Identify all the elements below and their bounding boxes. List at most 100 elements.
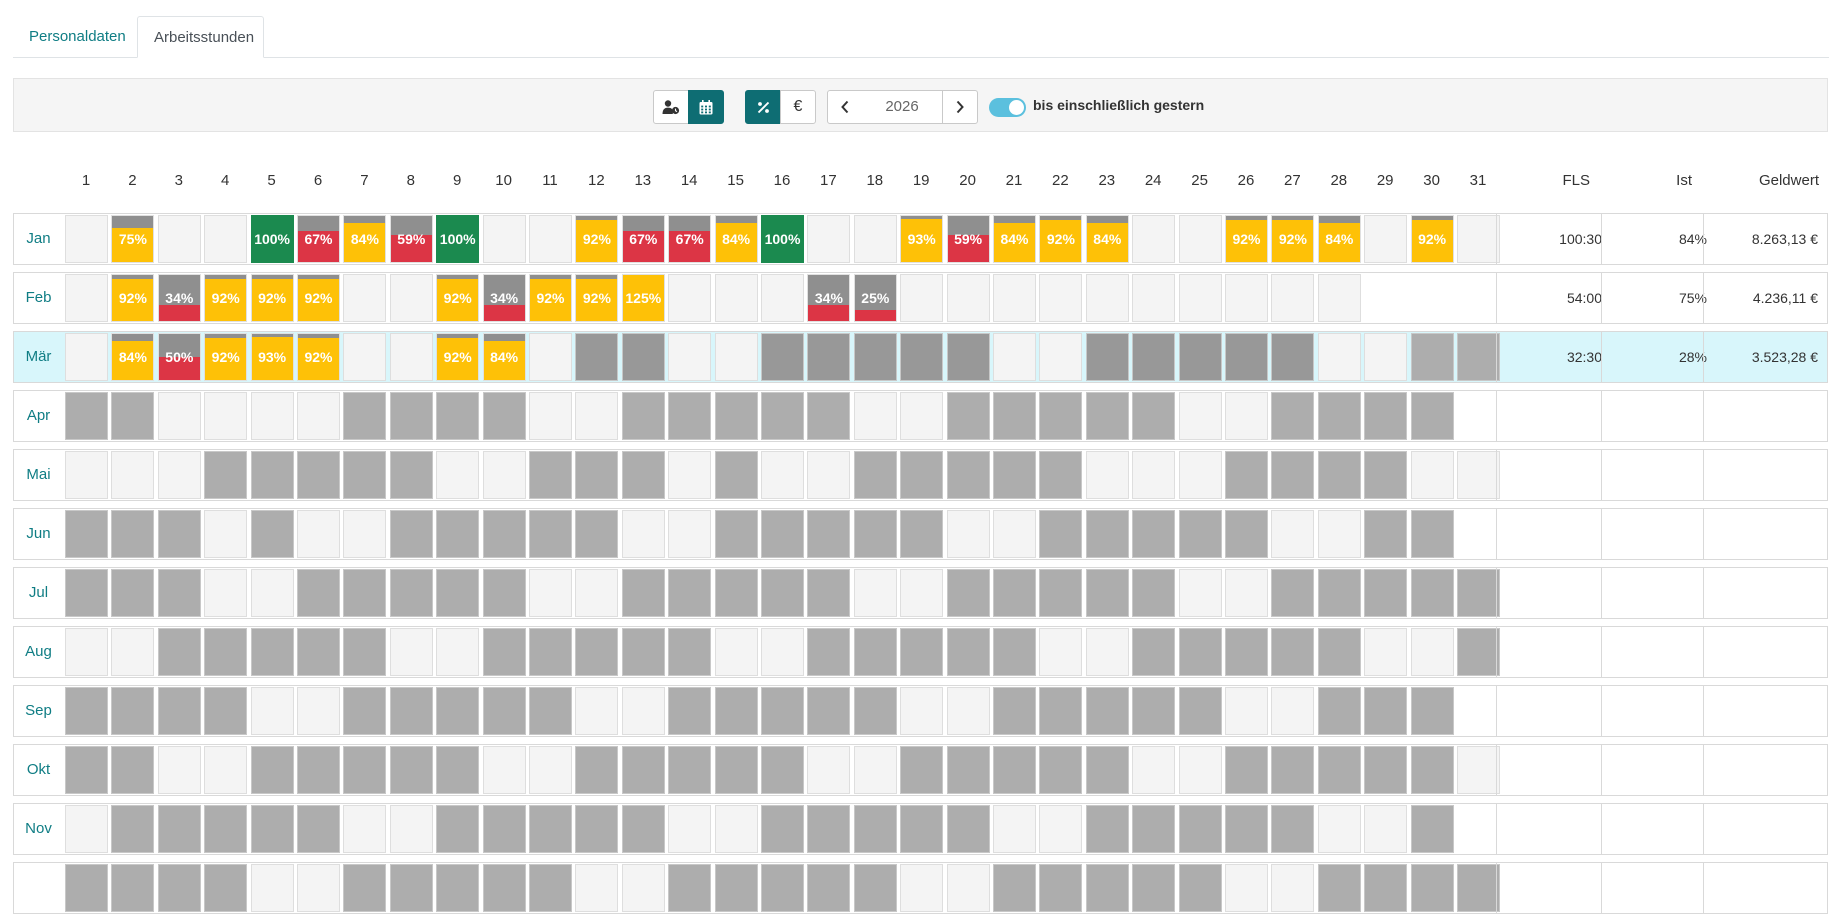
day-cell-planned[interactable] [1317, 628, 1361, 676]
day-cell-planned[interactable] [1410, 687, 1454, 735]
day-cell-planned[interactable] [900, 628, 944, 676]
day-cell-planned[interactable] [204, 805, 248, 853]
day-cell-planned[interactable] [111, 805, 155, 853]
day-cell-planned[interactable] [111, 569, 155, 617]
day-cell-empty[interactable] [389, 333, 433, 381]
day-cell-planned[interactable] [529, 510, 572, 558]
day-cell-planned[interactable] [1039, 746, 1083, 794]
day-cell-planned[interactable] [807, 864, 851, 912]
day-cell-empty[interactable] [389, 805, 433, 853]
day-cell-planned[interactable] [575, 333, 619, 381]
until-yesterday-toggle[interactable] [989, 98, 1026, 117]
day-cell-planned[interactable] [621, 746, 665, 794]
day-cell-empty[interactable] [621, 510, 665, 558]
day-cell-planned[interactable] [250, 805, 294, 853]
day-cell-planned[interactable] [1317, 392, 1361, 440]
day-cell-planned[interactable] [157, 864, 201, 912]
day-cell-planned[interactable] [65, 510, 108, 558]
day-cell-empty[interactable] [1317, 510, 1361, 558]
day-cell-worked[interactable]: 84% [482, 333, 526, 381]
month-label[interactable]: Aug [25, 643, 52, 660]
day-cell-empty[interactable] [761, 274, 804, 322]
day-cell-planned[interactable] [1225, 805, 1268, 853]
day-cell-empty[interactable] [900, 687, 944, 735]
day-cell-planned[interactable] [761, 333, 804, 381]
day-cell-worked[interactable]: 92% [436, 333, 480, 381]
day-cell-planned[interactable] [761, 510, 804, 558]
day-cell-planned[interactable] [853, 628, 897, 676]
day-cell-planned[interactable] [575, 510, 619, 558]
day-cell-planned[interactable] [343, 451, 387, 499]
day-cell-planned[interactable] [157, 687, 201, 735]
day-cell-planned[interactable] [946, 746, 990, 794]
day-cell-worked[interactable]: 75% [111, 215, 155, 263]
day-cell-empty[interactable] [900, 569, 944, 617]
day-cell-planned[interactable] [714, 569, 758, 617]
day-cell-worked[interactable]: 92% [1039, 215, 1083, 263]
day-cell-planned[interactable] [250, 746, 294, 794]
day-cell-worked[interactable]: 59% [389, 215, 433, 263]
day-cell-empty[interactable] [1132, 215, 1176, 263]
day-cell-planned[interactable] [807, 510, 851, 558]
month-label[interactable]: Jan [26, 230, 51, 247]
day-cell-planned[interactable] [157, 569, 201, 617]
day-cell-empty[interactable] [853, 569, 897, 617]
day-cell-empty[interactable] [1225, 864, 1268, 912]
day-cell-planned[interactable] [807, 687, 851, 735]
day-cell-planned[interactable] [946, 628, 990, 676]
day-cell-planned[interactable] [993, 451, 1036, 499]
day-cell-empty[interactable] [343, 333, 387, 381]
day-cell-empty[interactable] [529, 746, 572, 794]
day-cell-empty[interactable] [807, 746, 851, 794]
day-cell-planned[interactable] [157, 805, 201, 853]
day-cell-planned[interactable] [389, 746, 433, 794]
day-cell-empty[interactable] [157, 392, 201, 440]
day-cell-empty[interactable] [1317, 805, 1361, 853]
day-cell-planned[interactable] [436, 864, 480, 912]
day-cell-empty[interactable] [853, 392, 897, 440]
day-cell-planned[interactable] [1317, 864, 1361, 912]
day-cell-worked[interactable]: 92% [1271, 215, 1315, 263]
day-cell-empty[interactable] [297, 864, 340, 912]
day-cell-planned[interactable] [1410, 333, 1454, 381]
day-cell-empty[interactable] [1225, 274, 1268, 322]
day-cell-planned[interactable] [1178, 510, 1222, 558]
day-cell-planned[interactable] [1039, 510, 1083, 558]
day-cell-empty[interactable] [204, 510, 248, 558]
day-cell-planned[interactable] [204, 687, 248, 735]
day-cell-planned[interactable] [1132, 333, 1176, 381]
day-cell-empty[interactable] [714, 805, 758, 853]
day-cell-empty[interactable] [853, 746, 897, 794]
day-cell-planned[interactable] [1364, 687, 1408, 735]
day-cell-planned[interactable] [250, 628, 294, 676]
day-cell-planned[interactable] [389, 392, 433, 440]
day-cell-planned[interactable] [1457, 628, 1500, 676]
day-cell-planned[interactable] [65, 569, 108, 617]
day-cell-worked[interactable]: 92% [1225, 215, 1268, 263]
day-cell-planned[interactable] [946, 333, 990, 381]
day-cell-empty[interactable] [297, 392, 340, 440]
day-cell-planned[interactable] [482, 628, 526, 676]
day-cell-planned[interactable] [1225, 628, 1268, 676]
day-cell-worked[interactable]: 84% [993, 215, 1036, 263]
day-cell-planned[interactable] [250, 510, 294, 558]
day-cell-empty[interactable] [1271, 510, 1315, 558]
day-cell-planned[interactable] [1364, 746, 1408, 794]
day-cell-planned[interactable] [1039, 569, 1083, 617]
day-cell-planned[interactable] [529, 805, 572, 853]
day-cell-planned[interactable] [1271, 569, 1315, 617]
day-cell-empty[interactable] [714, 333, 758, 381]
day-cell-planned[interactable] [993, 864, 1036, 912]
day-cell-planned[interactable] [297, 805, 340, 853]
day-cell-empty[interactable] [65, 274, 108, 322]
day-cell-planned[interactable] [1132, 805, 1176, 853]
day-cell-planned[interactable] [1039, 864, 1083, 912]
day-cell-planned[interactable] [1410, 569, 1454, 617]
day-cell-empty[interactable] [807, 451, 851, 499]
day-cell-planned[interactable] [1225, 746, 1268, 794]
day-cell-worked[interactable]: 92% [111, 274, 155, 322]
day-cell-planned[interactable] [1457, 864, 1500, 912]
day-cell-planned[interactable] [343, 392, 387, 440]
day-cell-empty[interactable] [529, 392, 572, 440]
day-cell-planned[interactable] [436, 746, 480, 794]
